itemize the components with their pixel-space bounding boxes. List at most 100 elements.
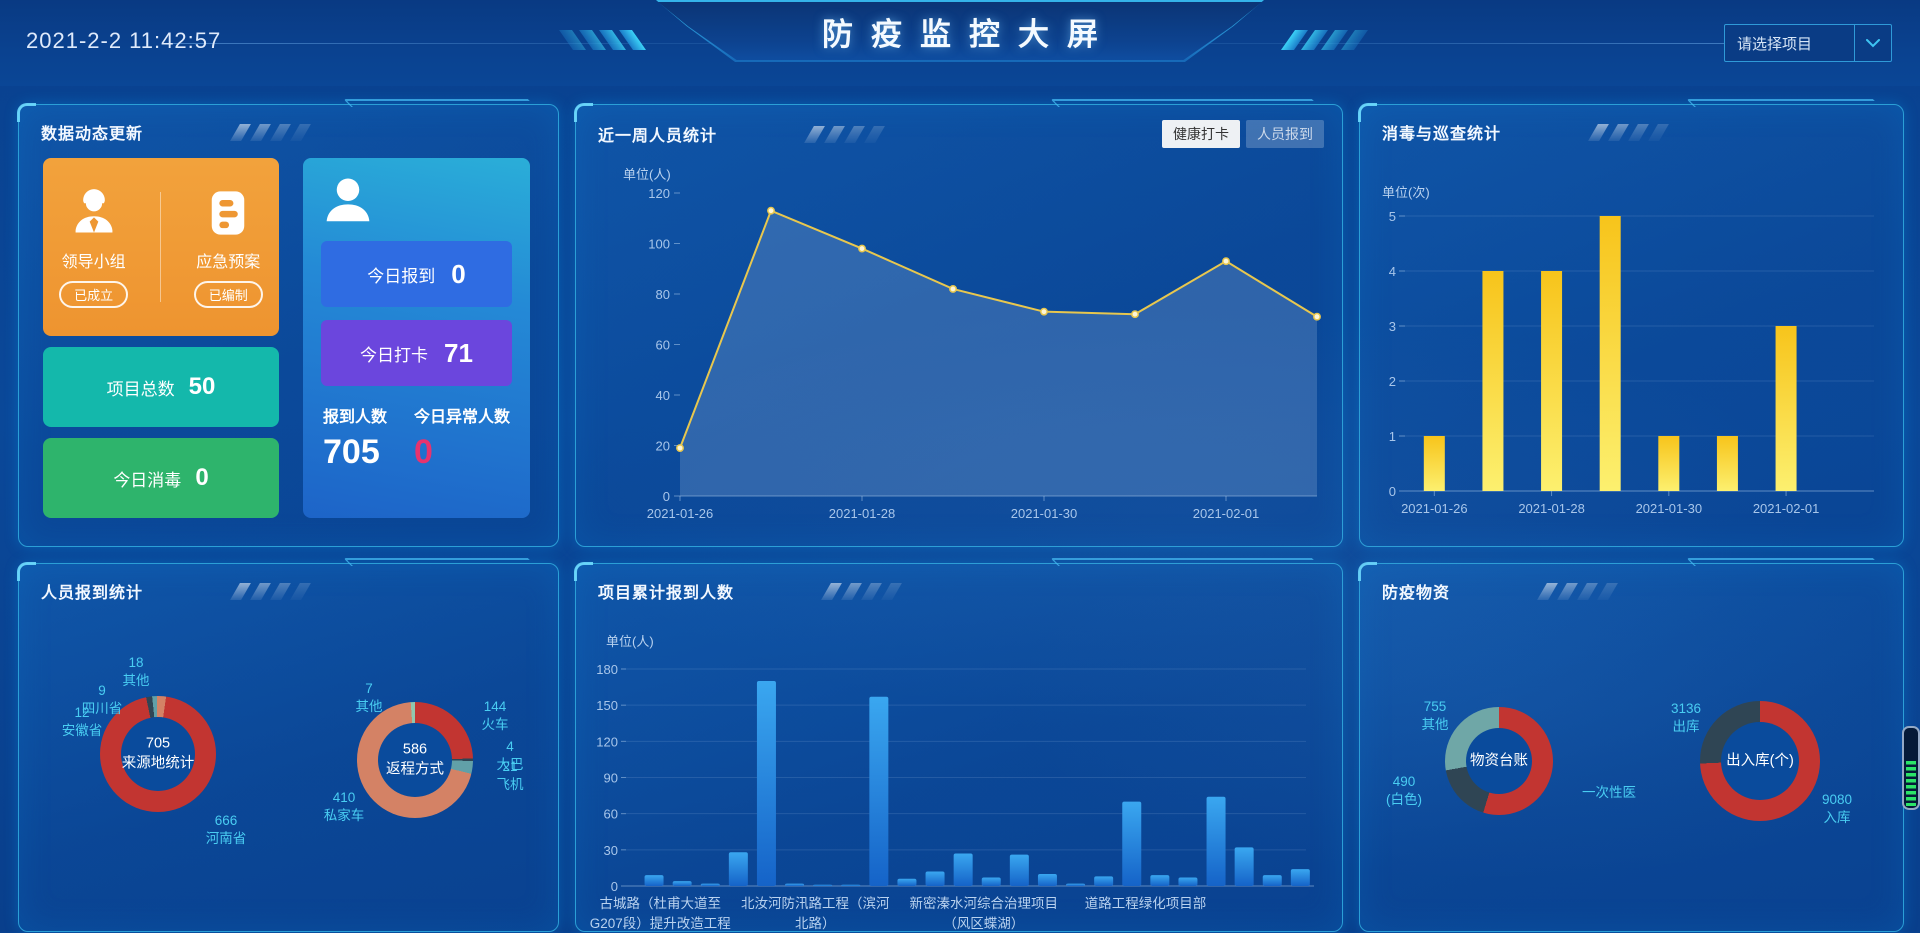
header-slashes-decoration: [230, 582, 311, 600]
origin-donut-center: 705 来源地统计: [121, 735, 195, 772]
bar-category-label: 古城路（杜甫大道至G207段）提升改造工程: [589, 896, 731, 931]
tab-person-report[interactable]: 人员报到: [1246, 120, 1324, 148]
donut-label-sijiache: 410 私家车: [323, 790, 365, 823]
donut-label-feiji: 21 飞机: [496, 759, 524, 792]
panel-weekly-stats: 近一周人员统计 健康打卡 人员报到 单位(人) 0 20 40 60 80 100 120 20…: [574, 103, 1343, 547]
chevron-down-icon: [1854, 25, 1891, 61]
stat-project-total-value: 50: [188, 373, 216, 400]
supplies-donut-center: 物资台账: [1470, 752, 1528, 769]
donut-label-supplies-other: 755 其他: [1421, 699, 1449, 732]
panel-data-update: 数据动态更新 领导小组 已成立: [17, 103, 559, 547]
datetime-text: 2021-2-2 11:42:57: [26, 28, 222, 53]
header-slashes-decoration: [230, 123, 311, 141]
inout-donut-chart: [1700, 701, 1820, 821]
panel-title: 消毒与巡查统计: [1382, 126, 1502, 143]
svg-text:2: 2: [1389, 374, 1396, 389]
svg-text:120: 120: [596, 734, 618, 749]
stat-project-total: 项目总数 50: [43, 347, 279, 427]
svg-text:2021-01-28: 2021-01-28: [1518, 501, 1585, 516]
donut-label-daba: 4 大巴: [496, 739, 524, 772]
stat-today-disinfect-value: 0: [195, 464, 209, 491]
svg-text:0: 0: [663, 489, 670, 504]
svg-text:单位(人): 单位(人): [623, 167, 671, 182]
stat-today-report-label: 今日报到: [367, 266, 436, 286]
svg-text:0: 0: [1389, 484, 1396, 499]
svg-text:80: 80: [656, 287, 670, 302]
title-plate: 防疫监控大屏: [656, 0, 1264, 62]
stat-today-punch-label: 今日打卡: [360, 345, 429, 365]
svg-text:30: 30: [604, 843, 618, 858]
bar-category-label: 新密溱水河综合治理项目（风区蝶湖）: [909, 896, 1058, 931]
person-icon: [326, 178, 370, 222]
stat-report-total-label: 报到人数: [323, 409, 388, 426]
header-slashes-decoration: [821, 582, 902, 600]
emergency-plan-label: 应急预案: [196, 253, 261, 271]
emergency-plan-badge: 已编制: [193, 280, 263, 308]
svg-text:2021-01-30: 2021-01-30: [1011, 506, 1078, 521]
donut-label-henan: 666 河南省: [205, 813, 247, 846]
stat-project-total-label: 项目总数: [106, 379, 175, 399]
svg-text:2021-01-26: 2021-01-26: [1401, 501, 1468, 516]
svg-text:单位(人): 单位(人): [606, 634, 654, 649]
svg-text:3: 3: [1389, 319, 1396, 334]
project-select[interactable]: 请选择项目: [1724, 24, 1892, 62]
panel-supplies: 防疫物资 物资台账 755 其他 490 (白色) 一次性医 出入库(个) 3136…: [1358, 562, 1904, 932]
svg-text:20: 20: [656, 439, 670, 454]
panel-title: 数据动态更新: [41, 126, 144, 143]
leader-group-item: 领导小组 已成立: [59, 187, 129, 308]
battery-indicator: [1902, 726, 1920, 810]
svg-text:2021-01-26: 2021-01-26: [647, 506, 714, 521]
return-donut-center: 586 返程方式: [386, 741, 444, 778]
project-select-value: 请选择项目: [1737, 35, 1813, 53]
person-tie-icon: [75, 188, 113, 232]
svg-text:2021-02-01: 2021-02-01: [1753, 501, 1820, 516]
title-slashes-left-decoration: [558, 30, 647, 50]
panel-project-report: 项目累计报到人数 单位(人) 0 30 60 90 120 150 180 古城路（杜甫大道至…: [574, 562, 1343, 932]
disinfect-bar-chart: 单位(次) 0 1 2 3 4 5 2021-01-26 2021-01-28 2021-01-3…: [1382, 185, 1874, 516]
stat-today-punch: 今日打卡 71: [321, 320, 512, 386]
stat-today-report: 今日报到 0: [321, 241, 512, 307]
donut-label-sichuan: 9 四川省: [81, 683, 123, 716]
stat-report-total-value: 705: [323, 433, 380, 471]
return-donut-chart: [357, 702, 473, 818]
leadership-plan-card: 领导小组 已成立 应急预案 已编制: [43, 158, 279, 336]
tab-health-punch[interactable]: 健康打卡: [1162, 120, 1240, 148]
svg-text:4: 4: [1389, 264, 1396, 279]
svg-text:2021-01-30: 2021-01-30: [1636, 501, 1703, 516]
donut-label-huoche: 144 火车: [481, 699, 509, 732]
svg-text:1: 1: [1389, 429, 1396, 444]
header-slashes-decoration: [1588, 123, 1669, 141]
weekly-line-chart: 单位(人) 0 20 40 60 80 100 120 2021-01-26 2021-01-28…: [623, 167, 1321, 521]
title-slashes-right-decoration: [1280, 30, 1369, 50]
leader-group-badge: 已成立: [59, 280, 129, 308]
panel-title: 近一周人员统计: [598, 128, 718, 145]
bar-category-label: 道路工程绿化项目部: [1084, 896, 1207, 911]
leader-group-label: 领导小组: [61, 253, 126, 271]
svg-text:180: 180: [596, 662, 618, 677]
stat-today-abnormal: 今日异常人数 0: [414, 403, 510, 472]
svg-text:100: 100: [648, 237, 670, 252]
stat-report-total: 报到人数 705: [323, 403, 387, 472]
svg-text:5: 5: [1389, 209, 1396, 224]
donut-label-white-mask: 490 (白色): [1386, 774, 1422, 807]
panel-title: 项目累计报到人数: [598, 585, 735, 602]
person-stats-card: 今日报到 0 今日打卡 71 报到人数 705 今日异常人数 0: [303, 158, 530, 518]
stat-today-report-value: 0: [451, 258, 466, 289]
svg-text:单位(次): 单位(次): [1382, 185, 1430, 200]
panel-report-stats: 人员报到统计 705 来源地统计 18 其他 9 四川省 12 安徽省 666 河南省 …: [17, 562, 559, 932]
panel-disinfect-stats: 消毒与巡查统计 单位(次) 0 1 2 3 4 5 2021-01-26 2021-01-28 2…: [1358, 103, 1904, 547]
topbar: 2021-2-2 11:42:57 防疫监控大屏 请选择项目: [0, 0, 1920, 86]
card-divider: [160, 192, 162, 302]
header-slashes-decoration: [1537, 582, 1618, 600]
stat-today-abnormal-label: 今日异常人数: [413, 409, 510, 426]
svg-text:2021-01-28: 2021-01-28: [829, 506, 896, 521]
header-slashes-decoration: [804, 125, 885, 143]
svg-text:90: 90: [604, 771, 618, 786]
origin-donut-chart: [100, 696, 216, 812]
stat-today-disinfect-label: 今日消毒: [113, 470, 182, 490]
stat-today-disinfect: 今日消毒 0: [43, 438, 279, 518]
donut-label-qita: 7 其他: [355, 681, 383, 714]
battery-fill: [1906, 761, 1916, 806]
donut-label-ruku: 9080 入库: [1821, 792, 1853, 825]
panel-title: 人员报到统计: [41, 585, 144, 602]
